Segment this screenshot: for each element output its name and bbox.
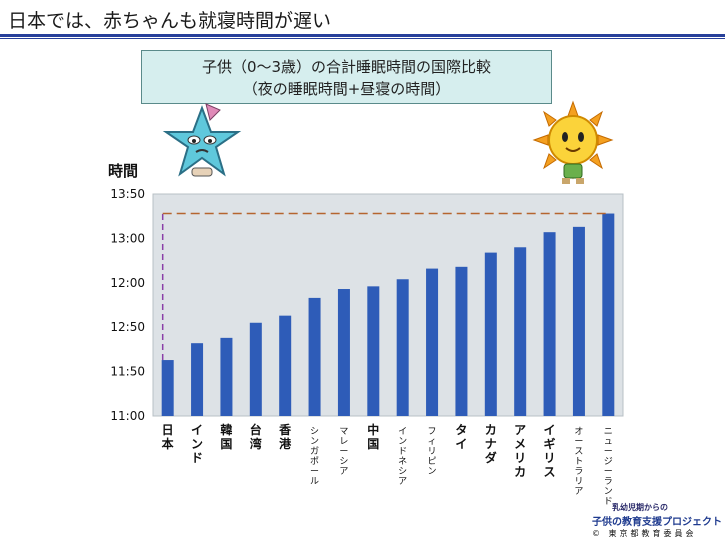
x-tick-label: 中国	[367, 422, 379, 451]
title-rule-thick	[0, 34, 725, 37]
footer-line-2: 子供の教育支援プロジェクト	[592, 517, 722, 528]
bar-9	[396, 279, 409, 416]
y-tick-label: 12:00	[110, 276, 145, 290]
bar-5	[279, 315, 292, 416]
x-tick-label: アメリカ	[514, 423, 526, 479]
x-tick-label: インド	[191, 423, 203, 465]
sun-mascot-icon	[532, 100, 614, 184]
footer-line-1: 乳幼児期からの	[612, 503, 668, 512]
bar-10	[426, 268, 439, 416]
x-tick-label: フィリピン	[428, 427, 437, 477]
y-tick-label: 12:50	[110, 320, 145, 334]
x-tick-label: シンガポール	[310, 427, 319, 487]
chart-title-box: 子供（0～3歳）の合計睡眠時間の国際比較 （夜の睡眠時間+昼寝の時間）	[141, 50, 552, 104]
y-tick-label: 13:00	[110, 231, 145, 245]
x-tick-label: 香港	[278, 422, 292, 451]
bar-7	[337, 289, 350, 416]
x-tick-label: オーストラリア	[574, 426, 583, 497]
bar-2	[191, 343, 204, 416]
x-tick-label: イギリス	[544, 423, 556, 479]
bar-4	[249, 322, 262, 416]
y-tick-label: 13:50	[110, 187, 145, 201]
x-tick-label: ニュージーランド	[604, 427, 613, 507]
x-tick-label: 台湾	[250, 422, 262, 451]
bar-1	[161, 360, 174, 416]
bar-11	[455, 266, 468, 416]
bar-6	[308, 297, 321, 416]
y-tick-label: 11:00	[110, 409, 145, 423]
bar-3	[220, 337, 233, 416]
title-rule-thin	[0, 38, 725, 39]
y-tick-label: 11:50	[110, 365, 145, 379]
bar-13	[514, 247, 527, 416]
chart-title-line-1: 子供（0～3歳）の合計睡眠時間の国際比較	[201, 58, 492, 76]
x-tick-label: カナダ	[485, 423, 497, 465]
x-tick-label: マレーシア	[339, 427, 348, 477]
bar-15	[572, 226, 585, 416]
x-tick-label: 日本	[162, 423, 174, 451]
x-tick-label: タイ	[455, 423, 467, 451]
star-mascot-icon	[162, 103, 242, 177]
bar-16	[602, 213, 615, 416]
y-axis-label: 時間	[108, 162, 139, 180]
slide-title: 日本では、赤ちゃんも就寝時間が遅い	[8, 10, 332, 32]
bar-8	[367, 286, 380, 416]
chart-title-line-2: （夜の睡眠時間+昼寝の時間）	[242, 80, 451, 98]
bar-12	[484, 252, 497, 416]
footer-logo: 乳幼児期からの 子供の教育支援プロジェクト © 東京都教育委員会	[592, 502, 722, 539]
footer-line-3: © 東京都教育委員会	[592, 529, 697, 538]
x-tick-label: インドネシア	[398, 427, 407, 487]
bar-14	[543, 232, 556, 416]
x-tick-label: 韓国	[220, 422, 232, 451]
